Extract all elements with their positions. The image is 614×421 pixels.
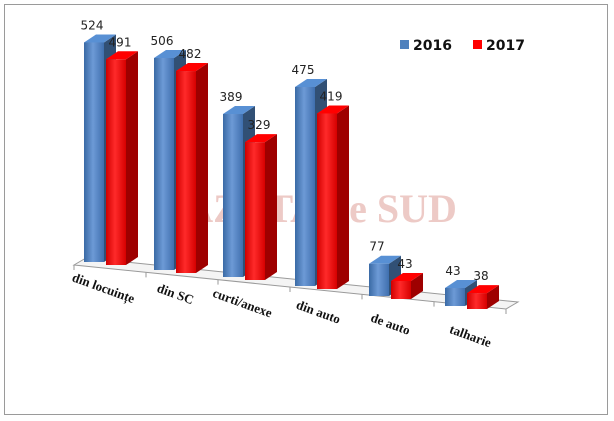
bar-top-face xyxy=(154,49,186,58)
bar-front-face xyxy=(391,280,411,299)
bar-side-face xyxy=(337,105,349,290)
bar-side-face xyxy=(411,272,423,299)
bar-2017-4 xyxy=(391,272,423,299)
bar-top-face xyxy=(223,106,255,115)
value-labels-layer: 524 491 506 482 389 329 475 419 77 43 43 38 xyxy=(81,18,489,283)
bar-front-face xyxy=(445,287,465,306)
bar-2017-0 xyxy=(106,51,138,266)
data-label-2016-0: 524 xyxy=(81,18,104,32)
bar-top-face xyxy=(317,105,349,114)
legend-label: 2016 xyxy=(413,38,452,54)
bar-front-face xyxy=(106,59,126,266)
bar-side-face xyxy=(196,63,208,274)
data-label-2017-2: 329 xyxy=(248,118,271,132)
bar-front-face xyxy=(295,86,315,286)
bar-top-face xyxy=(391,272,423,281)
bar-side-face xyxy=(265,134,277,280)
data-label-2017-1: 482 xyxy=(179,47,202,61)
bar-top-face xyxy=(445,279,477,288)
bar-top-face xyxy=(245,134,277,143)
bar-2017-3 xyxy=(317,105,349,290)
bar-top-face xyxy=(369,255,401,264)
data-label-2017-4: 43 xyxy=(397,257,412,271)
legend-label: 2017 xyxy=(486,38,525,54)
bars-layer xyxy=(84,34,499,309)
data-label-2017-3: 419 xyxy=(320,89,343,103)
category-label-3: din auto xyxy=(294,297,342,327)
bar-top-face xyxy=(106,51,138,60)
bar-side-face xyxy=(487,285,499,309)
category-label-5: talharie xyxy=(448,321,494,350)
category-label-2: curti/anexe xyxy=(211,285,275,320)
legend-swatch xyxy=(400,40,409,49)
bar-front-face xyxy=(467,293,487,309)
bar-front-face xyxy=(317,113,337,290)
data-label-2016-4: 77 xyxy=(369,240,384,254)
category-label-0: din locuințe xyxy=(70,270,137,307)
bar-front-face xyxy=(176,71,196,274)
data-label-2017-0: 491 xyxy=(109,35,132,49)
bar-front-face xyxy=(84,42,104,262)
bar-2017-2 xyxy=(245,134,277,280)
bar-top-face xyxy=(467,285,499,294)
bar-2017-5 xyxy=(467,285,499,309)
bar-top-face xyxy=(84,34,116,43)
data-label-2016-1: 506 xyxy=(151,34,174,48)
bar-front-face xyxy=(223,114,243,277)
category-label-4: de auto xyxy=(369,310,412,338)
legend-item-2017: 2017 xyxy=(473,38,525,54)
legend: 2016 2017 xyxy=(400,38,525,54)
data-label-2016-2: 389 xyxy=(220,90,243,104)
data-label-2016-5: 43 xyxy=(445,264,460,278)
bar-front-face xyxy=(245,142,265,280)
legend-item-2016: 2016 xyxy=(400,38,452,54)
data-label-2017-5: 38 xyxy=(473,269,488,283)
bar-front-face xyxy=(369,263,389,296)
legend-swatch xyxy=(473,40,482,49)
data-label-2016-3: 475 xyxy=(292,63,315,77)
bar-2017-1 xyxy=(176,63,208,274)
bar-side-face xyxy=(126,51,138,266)
bar-front-face xyxy=(154,57,174,271)
category-label-1: din SC xyxy=(155,280,196,307)
bar-top-face xyxy=(176,63,208,72)
bar-top-face xyxy=(295,78,327,87)
